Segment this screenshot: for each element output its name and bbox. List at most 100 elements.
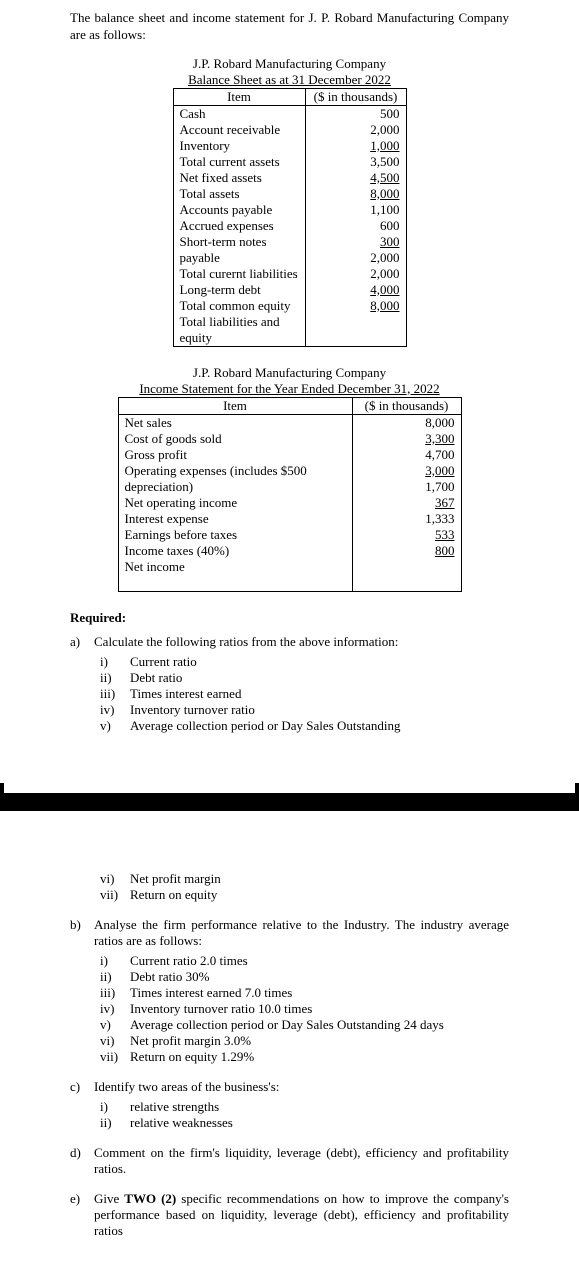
bs-title: Balance Sheet as at 31 December 2022 <box>70 72 509 88</box>
income-statement-table: Item ($ in thousands) Net salesCost of g… <box>118 397 462 592</box>
table-row-value: 3,500 <box>312 154 400 170</box>
question-a: a) Calculate the following ratios from t… <box>70 634 509 650</box>
table-row-label: Net operating income <box>125 495 346 511</box>
sub-numeral: i) <box>100 654 130 670</box>
required-heading: Required: <box>70 610 509 626</box>
bs-col-amt: ($ in thousands) <box>305 88 406 105</box>
sub-text: Times interest earned 7.0 times <box>130 985 509 1001</box>
bs-col-item: Item <box>173 88 305 105</box>
table-row-label: Interest expense <box>125 511 346 527</box>
sub-numeral: iii) <box>100 985 130 1001</box>
table-row-label: Total common equity <box>180 298 299 314</box>
sub-item: iii)Times interest earned 7.0 times <box>100 985 509 1001</box>
qd-label: d) <box>70 1145 94 1177</box>
sub-item: ii)Debt ratio <box>100 670 509 686</box>
sub-item: vi)Net profit margin <box>100 871 509 887</box>
table-row-value: 4,500 <box>312 170 400 186</box>
sub-numeral: vii) <box>100 887 130 903</box>
table-row-value: 3,300 <box>359 431 455 447</box>
qe-pre: Give <box>94 1191 124 1206</box>
table-row-label: Accrued expenses <box>180 218 299 234</box>
qa-label: a) <box>70 634 94 650</box>
qa-text: Calculate the following ratios from the … <box>94 634 509 650</box>
sub-numeral: vii) <box>100 1049 130 1065</box>
sub-item: vi)Net profit margin 3.0% <box>100 1033 509 1049</box>
table-row-value: 2,000 <box>312 266 400 282</box>
table-row-label: Account receivable <box>180 122 299 138</box>
qc-label: c) <box>70 1079 94 1095</box>
table-row-label: Income taxes (40%) <box>125 543 346 559</box>
table-row-label: Cost of goods sold <box>125 431 346 447</box>
sub-numeral: i) <box>100 953 130 969</box>
bs-company: J.P. Robard Manufacturing Company <box>70 56 509 72</box>
sub-numeral: iv) <box>100 1001 130 1017</box>
table-row-value: 533 <box>359 527 455 543</box>
table-row-label: Total assets <box>180 186 299 202</box>
table-row-label: Net fixed assets <box>180 170 299 186</box>
qc-text: Identify two areas of the business's: <box>94 1079 509 1095</box>
table-row-value: 3,000 <box>359 463 455 479</box>
sub-item: v)Average collection period or Day Sales… <box>100 718 509 734</box>
table-row-value: 1,000 <box>312 138 400 154</box>
is-header: J.P. Robard Manufacturing Company Income… <box>70 365 509 397</box>
sub-numeral: iv) <box>100 702 130 718</box>
is-col-amt: ($ in thousands) <box>352 397 461 414</box>
table-row-value: 600 <box>312 218 400 234</box>
sub-numeral: ii) <box>100 1115 130 1131</box>
balance-sheet-table: Item ($ in thousands) CashAccount receiv… <box>173 88 407 347</box>
qb-label: b) <box>70 917 94 949</box>
sub-item: iv)Inventory turnover ratio <box>100 702 509 718</box>
table-row-value: 4,700 <box>359 447 455 463</box>
sub-item: ii)Debt ratio 30% <box>100 969 509 985</box>
qe-label: e) <box>70 1191 94 1239</box>
table-row-label: Gross profit <box>125 447 346 463</box>
sub-text: relative weaknesses <box>130 1115 509 1131</box>
table-row-label: Earnings before taxes <box>125 527 346 543</box>
sub-item: i)Current ratio <box>100 654 509 670</box>
sub-text: Net profit margin 3.0% <box>130 1033 509 1049</box>
sub-text: relative strengths <box>130 1099 509 1115</box>
sub-item: iv)Inventory turnover ratio 10.0 times <box>100 1001 509 1017</box>
qb-text: Analyse the firm performance relative to… <box>94 917 509 949</box>
table-row-value: 800 <box>359 543 455 559</box>
sub-text: Inventory turnover ratio 10.0 times <box>130 1001 509 1017</box>
table-row-value: 500 <box>312 106 400 122</box>
sub-numeral: iii) <box>100 686 130 702</box>
sub-item: vii)Return on equity <box>100 887 509 903</box>
sub-text: Average collection period or Day Sales O… <box>130 1017 509 1033</box>
sub-text: Inventory turnover ratio <box>130 702 509 718</box>
bs-header: J.P. Robard Manufacturing Company Balanc… <box>70 56 509 88</box>
table-row-label: Total current assets <box>180 154 299 170</box>
sub-item: v)Average collection period or Day Sales… <box>100 1017 509 1033</box>
table-row-label: Inventory <box>180 138 299 154</box>
sub-text: Current ratio <box>130 654 509 670</box>
is-title: Income Statement for the Year Ended Dece… <box>70 381 509 397</box>
table-row-label: Total curernt liabilities <box>180 266 299 282</box>
table-row-label: Operating expenses (includes $500 deprec… <box>125 463 346 495</box>
table-row-value: 1,333 <box>359 511 455 527</box>
sub-item: iii)Times interest earned <box>100 686 509 702</box>
sub-text: Debt ratio 30% <box>130 969 509 985</box>
table-row-label: Short-term notes payable <box>180 234 299 266</box>
qd-text: Comment on the firm's liquidity, leverag… <box>94 1145 509 1177</box>
page-separator <box>0 783 579 811</box>
sub-item: i)Current ratio 2.0 times <box>100 953 509 969</box>
sub-text: Return on equity <box>130 887 509 903</box>
sub-item: ii)relative weaknesses <box>100 1115 509 1131</box>
sub-numeral: vi) <box>100 871 130 887</box>
sub-text: Return on equity 1.29% <box>130 1049 509 1065</box>
table-row-value: 367 <box>359 495 455 511</box>
sub-item: i)relative strengths <box>100 1099 509 1115</box>
qe-bold: TWO (2) <box>124 1191 176 1206</box>
is-company: J.P. Robard Manufacturing Company <box>70 365 509 381</box>
table-row-value: 2,000 <box>312 122 400 138</box>
table-row-value: 300 <box>312 234 400 250</box>
sub-numeral: v) <box>100 1017 130 1033</box>
question-d: d) Comment on the firm's liquidity, leve… <box>70 1145 509 1177</box>
page-1: The balance sheet and income statement f… <box>0 0 579 774</box>
sub-text: Times interest earned <box>130 686 509 702</box>
sub-numeral: vi) <box>100 1033 130 1049</box>
sub-text: Average collection period or Day Sales O… <box>130 718 509 734</box>
page-2: vi)Net profit marginvii)Return on equity… <box>0 811 579 1283</box>
question-b: b) Analyse the firm performance relative… <box>70 917 509 949</box>
